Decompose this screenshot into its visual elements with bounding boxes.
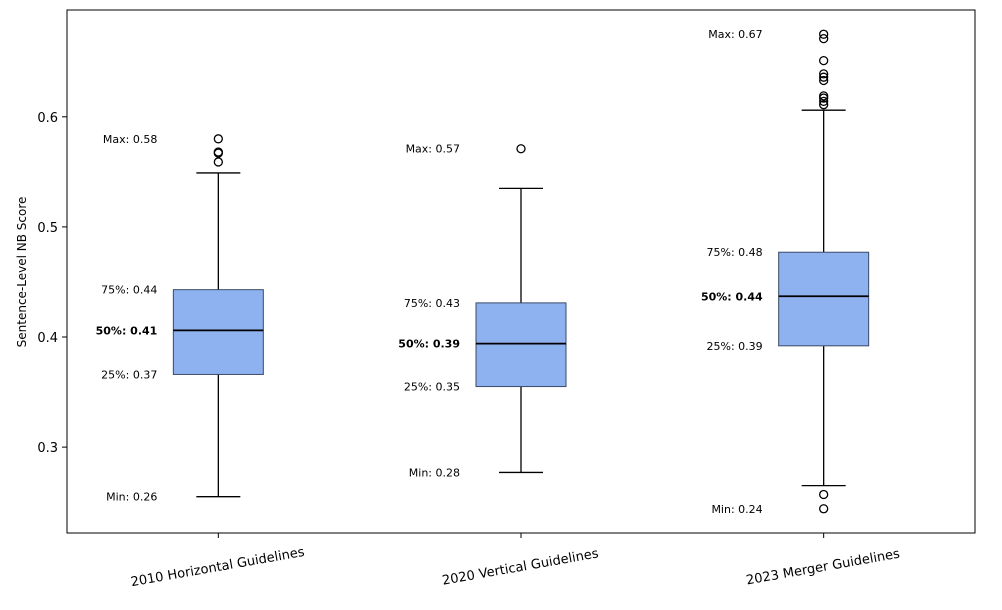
min-label: Min: 0.24 <box>711 503 762 516</box>
q3-label: 75%: 0.43 <box>404 297 460 310</box>
median-label: 50%: 0.39 <box>398 338 460 351</box>
q3-label: 75%: 0.48 <box>707 246 763 259</box>
y-tick-label: 0.5 <box>37 221 58 236</box>
box <box>778 251 870 347</box>
q1-label: 25%: 0.39 <box>707 340 763 353</box>
median-label: 50%: 0.41 <box>96 324 158 337</box>
max-label: Max: 0.58 <box>103 133 157 146</box>
max-label: Max: 0.67 <box>708 28 762 41</box>
outlier-point <box>819 55 829 66</box>
median-label: 50%: 0.44 <box>701 290 763 303</box>
q1-label: 25%: 0.37 <box>101 368 157 381</box>
outlier-point <box>213 157 223 167</box>
box <box>172 289 264 375</box>
y-axis: 0.3 0.4 0.5 0.6 <box>37 111 67 456</box>
outlier-point <box>819 489 829 500</box>
y-tick-label: 0.4 <box>37 331 58 346</box>
outlier-point <box>213 134 223 144</box>
max-label: Max: 0.57 <box>406 143 460 156</box>
outlier-point <box>213 147 223 157</box>
x-tick-label: 2020 Vertical Guidelines <box>441 546 600 588</box>
box <box>475 302 567 388</box>
box-group: Max: 0.57 75%: 0.43 50%: 0.39 25%: 0.35 Min:… <box>398 143 567 479</box>
box-group: Max: 0.67 75%: 0.48 50%: 0.44 25%: 0.39 Min:… <box>701 28 870 516</box>
outlier-point <box>819 93 829 103</box>
outlier-point <box>819 72 829 82</box>
outlier-point <box>819 33 829 44</box>
y-tick-label: 0.6 <box>37 111 58 126</box>
outlier-point <box>819 96 829 107</box>
outlier-point <box>819 100 829 110</box>
y-tick-label: 0.3 <box>37 441 58 456</box>
min-label: Min: 0.28 <box>409 466 460 479</box>
q3-label: 75%: 0.44 <box>101 284 157 297</box>
x-axis: 2010 Horizontal Guidelines 2020 Vertical … <box>130 533 901 590</box>
outlier-point <box>819 75 829 86</box>
x-tick-label: 2010 Horizontal Guidelines <box>130 545 306 590</box>
outlier-point <box>516 144 526 154</box>
min-label: Min: 0.26 <box>106 491 157 504</box>
x-tick-label: 2023 Merger Guidelines <box>745 547 901 589</box>
box-group: Max: 0.58 75%: 0.44 50%: 0.41 25%: 0.37 Min:… <box>96 133 264 504</box>
q1-label: 25%: 0.35 <box>404 381 460 394</box>
outlier-point <box>819 69 829 79</box>
outlier-point <box>819 29 829 39</box>
y-axis-label: Sentence-Level NB Score <box>15 197 29 348</box>
boxes: Max: 0.58 75%: 0.44 50%: 0.41 25%: 0.37 Min:… <box>96 28 870 516</box>
outlier-point <box>819 504 829 514</box>
